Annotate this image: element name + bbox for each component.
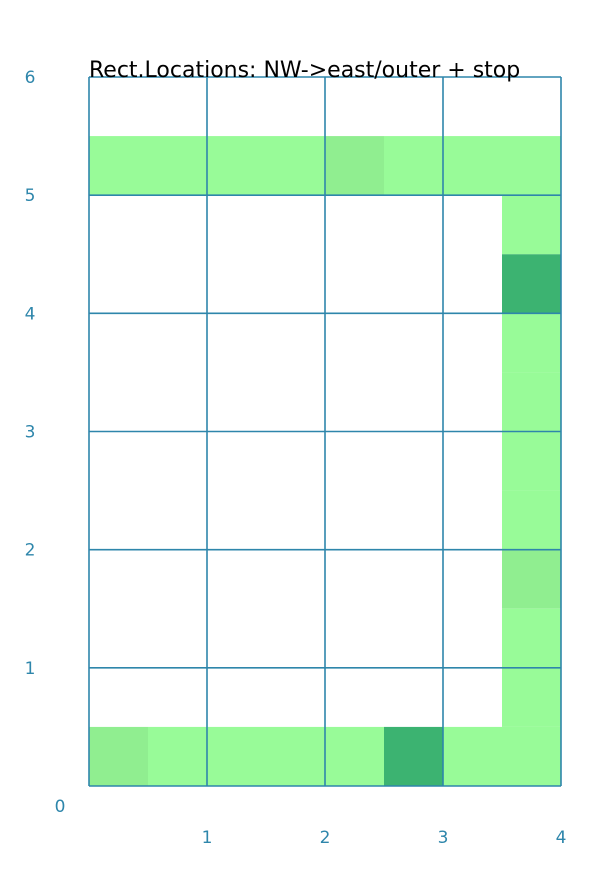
heatmap-cell (502, 726, 561, 786)
tick-labels: 0 1 2 3 4 1 2 3 4 5 6 (25, 68, 567, 848)
heatmap-cell (502, 254, 561, 314)
heatmap-cell (89, 726, 148, 786)
y-tick-label: 1 (25, 659, 36, 679)
heatmap-cell (502, 667, 561, 727)
heatmap-cell (89, 136, 148, 196)
heatmap-cell (502, 608, 561, 668)
heatmap-cell (502, 313, 561, 373)
y-tick-label: 6 (25, 68, 36, 88)
x-tick-label: 4 (556, 828, 567, 848)
x-tick-label: 3 (438, 828, 449, 848)
x-tick-label: 1 (202, 828, 213, 848)
heatmap-cell (443, 726, 502, 786)
y-tick-label: 5 (25, 186, 36, 206)
grid-layer (88, 76, 562, 787)
heatmap-cell (502, 549, 561, 609)
heatmap-cell (502, 195, 561, 255)
heatmap-cell (502, 372, 561, 432)
heatmap-cell (502, 490, 561, 550)
cells-layer (89, 136, 561, 786)
heatmap-cell (148, 136, 207, 196)
heatmap-cell (325, 136, 384, 196)
heatmap-cell (207, 726, 266, 786)
heatmap-cell (502, 136, 561, 196)
heatmap-cell (384, 726, 443, 786)
chart-title: Rect.Locations: NW->east/outer + stop (89, 58, 520, 83)
heatmap-cell (266, 726, 325, 786)
y-tick-label: 3 (25, 423, 36, 443)
y-tick-label: 4 (25, 304, 36, 324)
heatmap-cell (384, 136, 443, 196)
y-tick-label: 2 (25, 541, 36, 561)
heatmap-cell (502, 431, 561, 491)
heatmap-cell (325, 726, 384, 786)
heatmap-cell (207, 136, 266, 196)
heatmap-cell (266, 136, 325, 196)
heatmap-cell (148, 726, 207, 786)
x-tick-label: 0 (55, 797, 66, 817)
x-tick-label: 2 (320, 828, 331, 848)
heatmap-cell (443, 136, 502, 196)
